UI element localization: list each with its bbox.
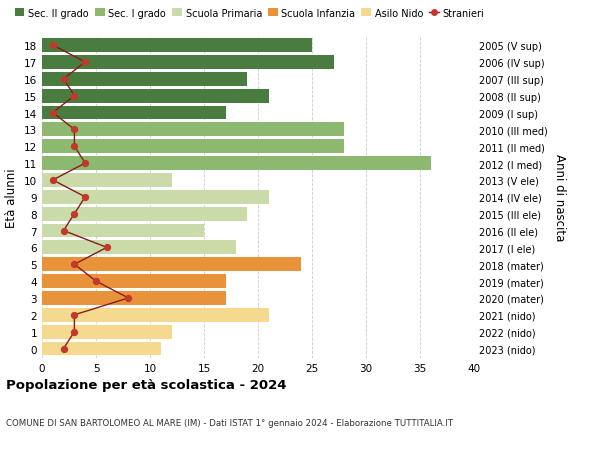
- Bar: [42, 258, 301, 272]
- Point: [48, 110, 58, 117]
- Point: [70, 312, 79, 319]
- Point: [70, 143, 79, 151]
- Point: [70, 261, 79, 269]
- Bar: [42, 106, 226, 120]
- Bar: [42, 291, 226, 305]
- Y-axis label: Anni di nascita: Anni di nascita: [553, 154, 566, 241]
- Bar: [42, 224, 204, 238]
- Bar: [42, 90, 269, 103]
- Bar: [42, 190, 269, 204]
- Bar: [42, 174, 172, 187]
- Bar: [42, 56, 334, 70]
- Bar: [42, 325, 172, 339]
- Point: [48, 42, 58, 50]
- Point: [102, 244, 112, 252]
- Bar: [42, 308, 269, 322]
- Point: [80, 59, 90, 67]
- Point: [59, 227, 68, 235]
- Y-axis label: Età alunni: Età alunni: [5, 168, 19, 227]
- Bar: [42, 123, 344, 137]
- Point: [59, 76, 68, 83]
- Point: [70, 93, 79, 100]
- Text: Popolazione per età scolastica - 2024: Popolazione per età scolastica - 2024: [6, 379, 287, 392]
- Point: [70, 211, 79, 218]
- Bar: [42, 157, 431, 171]
- Bar: [42, 274, 226, 288]
- Point: [80, 160, 90, 168]
- Point: [59, 345, 68, 353]
- Point: [70, 126, 79, 134]
- Bar: [42, 140, 344, 154]
- Bar: [42, 39, 312, 53]
- Bar: [42, 207, 247, 221]
- Bar: [42, 241, 236, 255]
- Point: [70, 328, 79, 336]
- Text: COMUNE DI SAN BARTOLOMEO AL MARE (IM) - Dati ISTAT 1° gennaio 2024 - Elaborazion: COMUNE DI SAN BARTOLOMEO AL MARE (IM) - …: [6, 418, 453, 427]
- Bar: [42, 73, 247, 86]
- Point: [80, 194, 90, 201]
- Legend: Sec. II grado, Sec. I grado, Scuola Primaria, Scuola Infanzia, Asilo Nido, Stran: Sec. II grado, Sec. I grado, Scuola Prim…: [11, 5, 488, 22]
- Point: [91, 278, 101, 285]
- Point: [124, 295, 133, 302]
- Point: [48, 177, 58, 184]
- Bar: [42, 342, 161, 356]
